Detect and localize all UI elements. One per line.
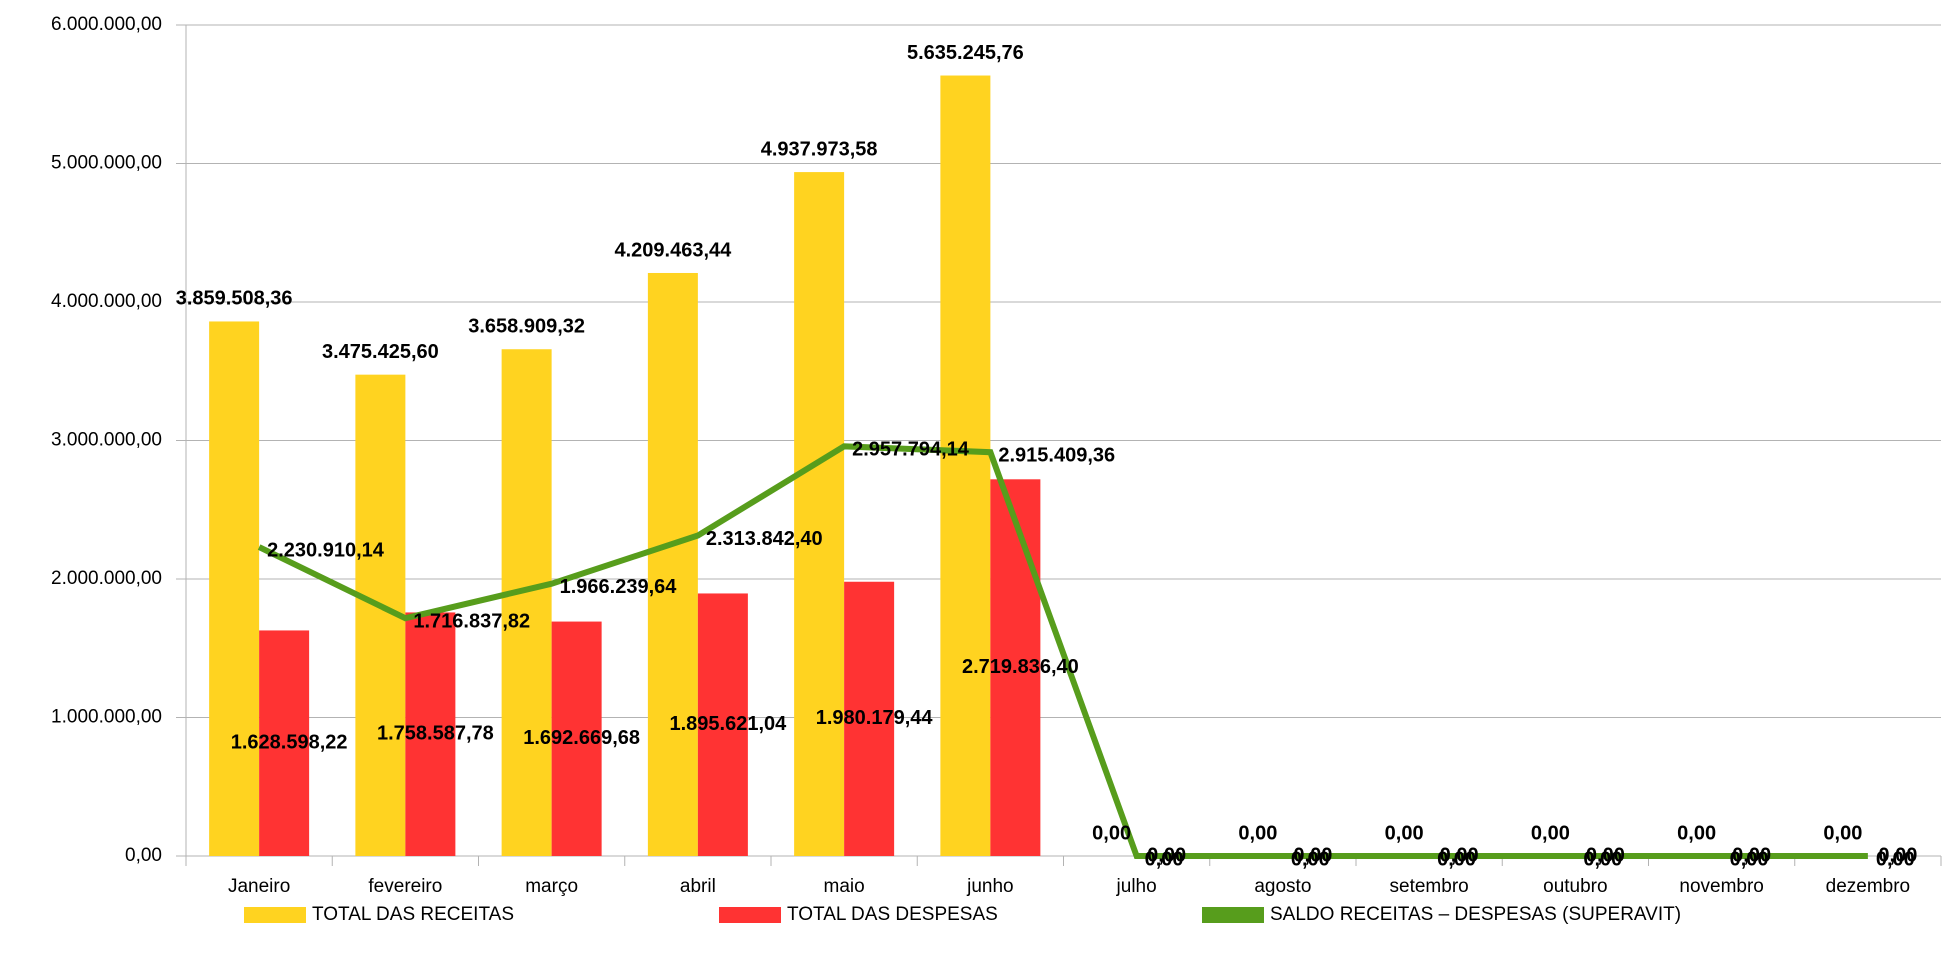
bar — [209, 321, 260, 856]
bar — [794, 172, 845, 857]
data-label: 3.658.909,32 — [468, 316, 585, 338]
data-label: 0,00 — [1732, 844, 1771, 866]
x-tick-label: setembro — [1390, 876, 1469, 897]
data-label: 0,00 — [1440, 844, 1479, 866]
data-label: 0,00 — [1876, 848, 1915, 870]
bar — [259, 630, 310, 856]
data-label: 0,00 — [1878, 844, 1917, 866]
x-tick-label: outubro — [1543, 876, 1607, 897]
legend-swatch — [1202, 907, 1264, 923]
data-label: 0,00 — [1677, 822, 1716, 844]
y-tick-label: 0,00 — [125, 845, 162, 866]
x-tick-label: maio — [824, 876, 865, 897]
y-tick-label: 1.000.000,00 — [51, 707, 162, 728]
legend-label: TOTAL DAS DESPESAS — [787, 904, 998, 925]
bar — [844, 581, 895, 856]
legend-swatch — [244, 907, 306, 923]
data-label: 0,00 — [1730, 848, 1769, 870]
data-label: 2.313.842,40 — [706, 528, 823, 550]
data-label: 0,00 — [1291, 848, 1330, 870]
data-label: 0,00 — [1586, 844, 1625, 866]
y-tick-label: 3.000.000,00 — [51, 430, 162, 451]
y-tick-label: 5.000.000,00 — [51, 153, 162, 174]
data-label: 2.230.910,14 — [267, 539, 385, 561]
data-label: 2.957.794,14 — [852, 439, 970, 461]
x-tick-label: abril — [680, 876, 716, 897]
data-label: 1.758.587,78 — [377, 722, 494, 744]
legend-label: SALDO RECEITAS – DESPESAS (SUPERAVIT) — [1270, 904, 1681, 925]
bar — [990, 479, 1041, 856]
y-tick-label: 2.000.000,00 — [51, 568, 162, 589]
data-label: 5.635.245,76 — [907, 42, 1024, 64]
data-label: 0,00 — [1092, 822, 1131, 844]
data-label: 1.716.837,82 — [413, 610, 530, 632]
data-label: 1.980.179,44 — [816, 707, 934, 729]
data-label: 1.966.239,64 — [560, 576, 678, 598]
data-label: 3.859.508,36 — [176, 288, 293, 310]
data-label: 0,00 — [1293, 844, 1332, 866]
legend-swatch — [719, 907, 781, 923]
x-tick-label: julho — [1116, 876, 1157, 897]
x-tick-label: dezembro — [1826, 876, 1911, 897]
data-label: 0,00 — [1437, 848, 1476, 870]
data-label: 0,00 — [1145, 848, 1184, 870]
data-label: 0,00 — [1531, 822, 1570, 844]
bar — [940, 75, 991, 857]
legend-label: TOTAL DAS RECEITAS — [312, 904, 514, 925]
data-label: 1.895.621,04 — [669, 713, 787, 735]
data-label: 0,00 — [1823, 822, 1862, 844]
bar — [405, 612, 456, 856]
data-label: 0,00 — [1385, 822, 1424, 844]
data-label: 0,00 — [1583, 848, 1622, 870]
bar — [647, 272, 698, 856]
data-label: 2.915.409,36 — [998, 444, 1115, 466]
bar — [551, 621, 602, 856]
data-label: 0,00 — [1238, 822, 1277, 844]
x-tick-label: março — [525, 876, 578, 897]
x-tick-label: junho — [966, 876, 1014, 897]
data-label: 1.692.669,68 — [523, 727, 640, 749]
data-label: 4.937.973,58 — [761, 138, 878, 160]
data-label: 3.475.425,60 — [322, 341, 439, 363]
x-tick-label: fevereiro — [368, 876, 442, 897]
data-label: 0,00 — [1147, 844, 1186, 866]
bar — [697, 593, 748, 856]
data-label: 4.209.463,44 — [614, 239, 732, 261]
y-tick-label: 6.000.000,00 — [51, 14, 162, 35]
line — [257, 443, 1868, 859]
data-label: 2.719.836,40 — [962, 656, 1079, 678]
x-tick-label: novembro — [1679, 876, 1764, 897]
data-label: 1.628.598,22 — [231, 732, 348, 754]
y-tick-label: 4.000.000,00 — [51, 291, 162, 312]
x-tick-label: agosto — [1254, 876, 1311, 897]
bar — [501, 349, 552, 856]
x-tick-label: Janeiro — [228, 876, 290, 897]
